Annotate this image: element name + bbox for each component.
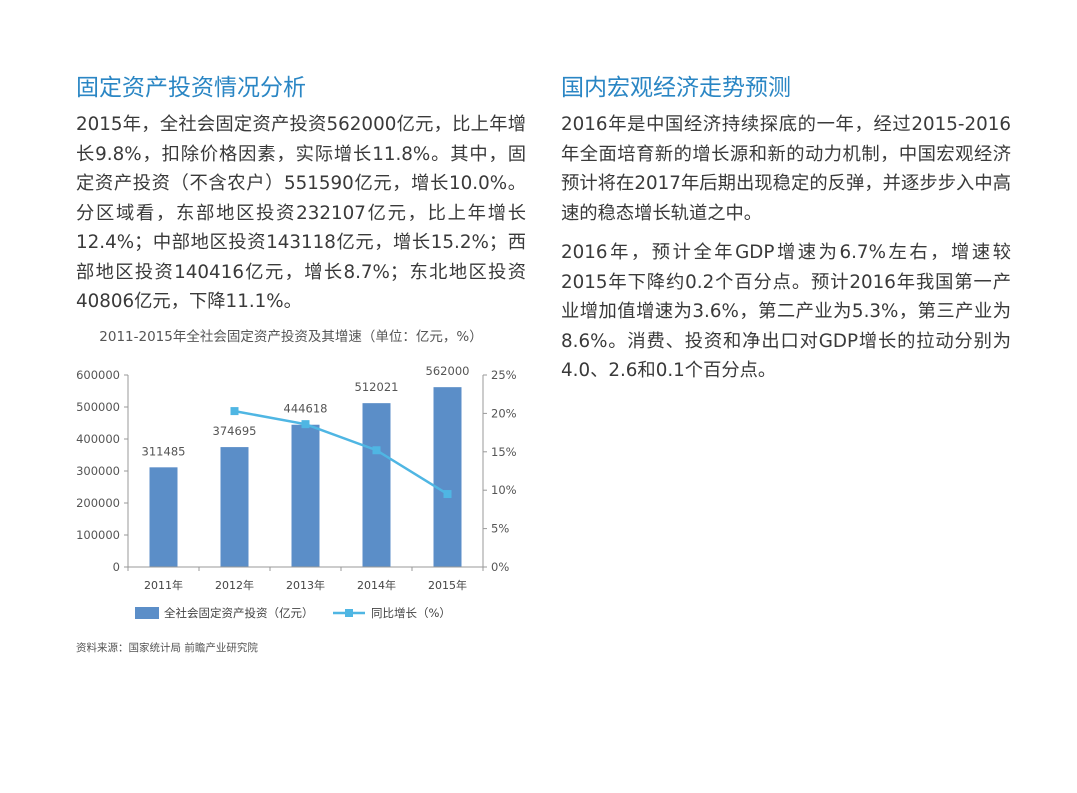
left-tick-label: 100000 (76, 528, 120, 542)
legend-bar-label: 全社会固定资产投资（亿元） (164, 606, 314, 620)
growth-point (443, 490, 452, 499)
bar (362, 403, 391, 567)
investment-heading: 固定资产投资情况分析 (76, 75, 306, 101)
left-tick-label: 600000 (76, 368, 120, 382)
x-tick-label: 2013年 (286, 578, 325, 592)
bar-value-label: 512021 (355, 380, 399, 394)
right-column: 国内宏观经济走势预测 2016年是中国经济持续探底的一年，经过2015-2016… (561, 70, 1011, 386)
left-tick-label: 0 (113, 560, 120, 574)
source-note: 资料来源：国家统计局 前瞻产业研究院 (76, 642, 258, 654)
forecast-heading: 国内宏观经济走势预测 (561, 75, 791, 101)
bar-series (149, 387, 462, 567)
investment-paragraph: 2015年，全社会固定资产投资562000亿元，比上年增长9.8%，扣除价格因素… (76, 114, 526, 312)
growth-line (234, 409, 449, 496)
left-axis: 0 100000 200000 300000 400000 500000 600000 (76, 368, 129, 574)
bar (433, 387, 462, 567)
x-tick-label: 2011年 (144, 578, 183, 592)
investment-chart: 0 100000 200000 300000 400000 500000 600000 0%… (76, 364, 517, 620)
bar (291, 424, 320, 567)
growth-line-series (230, 407, 452, 499)
x-tick-label: 2015年 (428, 578, 467, 592)
right-tick-label: 25% (491, 368, 517, 382)
bar-value-labels: 311485 374695 444618 512021 562000 (142, 364, 470, 458)
growth-point (301, 420, 310, 429)
forecast-paragraph-2: 2016年，预计全年GDP增速为6.7%左右，增速较2015年下降约0.2个百分… (561, 242, 1011, 381)
x-tick-label: 2012年 (215, 578, 254, 592)
left-tick-label: 400000 (76, 432, 120, 446)
bar-value-label: 374695 (213, 424, 257, 438)
chart-legend: 全社会固定资产投资（亿元） 同比增长（%） (135, 606, 451, 620)
legend-bar-swatch (135, 607, 159, 619)
left-tick-label: 500000 (76, 400, 120, 414)
bar-value-label: 444618 (284, 402, 328, 416)
forecast-paragraph-1: 2016年是中国经济持续探底的一年，经过2015-2016年全面培育新的增长源和… (561, 114, 1011, 224)
bar-value-label: 562000 (426, 364, 470, 378)
right-tick-label: 15% (491, 445, 517, 459)
right-axis: 0% 5% 10% 15% 20% 25% (482, 368, 517, 574)
bar (149, 467, 178, 567)
growth-point (372, 446, 381, 455)
left-tick-label: 200000 (76, 496, 120, 510)
right-tick-label: 5% (491, 522, 509, 536)
left-tick-label: 300000 (76, 464, 120, 478)
right-tick-label: 0% (491, 560, 509, 574)
growth-point (230, 407, 239, 416)
bar (220, 447, 249, 567)
right-tick-label: 10% (491, 483, 517, 497)
bar-value-label: 311485 (142, 444, 186, 458)
legend-line-label: 同比增长（%） (371, 606, 451, 620)
right-tick-label: 20% (491, 406, 517, 420)
left-column: 固定资产投资情况分析 2015年，全社会固定资产投资562000亿元，比上年增长… (76, 70, 526, 317)
x-tick-label: 2014年 (357, 578, 396, 592)
legend-line-marker (345, 609, 353, 617)
x-axis: 2011年 2012年 2013年 2014年 2015年 (127, 566, 484, 592)
chart-title: 2011-2015年全社会固定资产投资及其增速（单位：亿元，%） (99, 329, 483, 345)
